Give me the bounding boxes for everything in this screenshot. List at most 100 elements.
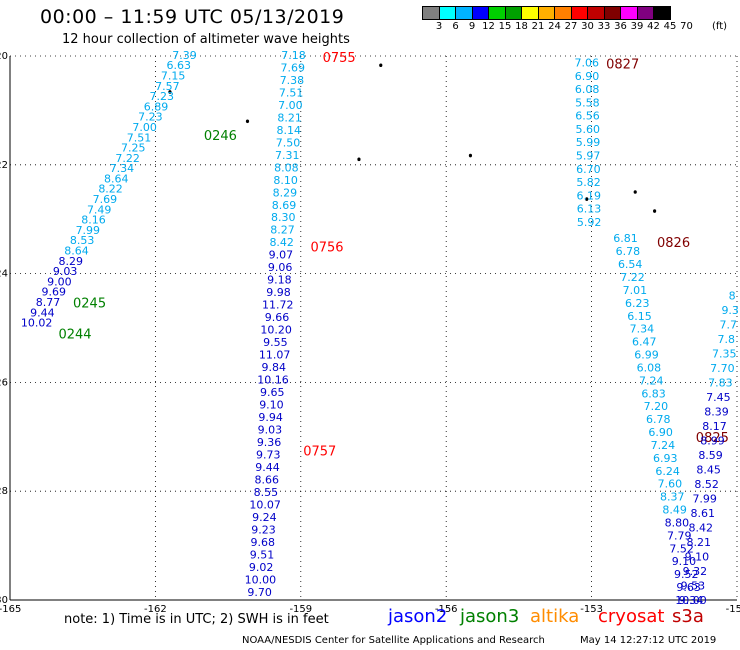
wave-height-value: 7.7 <box>719 318 737 331</box>
wave-height-value: 10.02 <box>21 317 53 330</box>
wave-height-value: 6.90 <box>575 70 600 83</box>
wave-height-value: 9.98 <box>266 286 291 299</box>
wave-height-value: 8.21 <box>277 111 302 124</box>
wave-height-value: 7.49 <box>87 203 112 216</box>
wave-height-value: 9.03 <box>258 424 283 437</box>
wave-height-value: 7.24 <box>651 439 676 452</box>
wave-height-value: 6.70 <box>576 163 601 176</box>
wave-height-value: 9.84 <box>262 361 287 374</box>
wave-height-value: 9.94 <box>258 411 283 424</box>
wave-height-value: 7.99 <box>692 492 717 505</box>
legend-label: 15 <box>498 21 512 32</box>
wave-height-value: 7.69 <box>280 61 305 74</box>
wave-height-value: 9.34 <box>679 594 704 607</box>
footer-timestamp: May 14 12:27:12 UTC 2019 <box>580 635 717 646</box>
wave-height-value: 6.90 <box>648 426 673 439</box>
wave-height-value: 9.65 <box>260 386 285 399</box>
wave-height-value: 6.78 <box>646 413 671 426</box>
wave-height-value: 8.21 <box>687 536 712 549</box>
wave-height-value: 10.16 <box>257 374 289 387</box>
wave-height-value: 9.03 <box>53 265 78 278</box>
wave-height-value: 8.80 <box>665 516 690 529</box>
wave-height-value: 7.23 <box>149 90 174 103</box>
wave-height-value: 7.15 <box>161 70 186 83</box>
wave-height-value: 6.56 <box>575 110 600 123</box>
wave-height-value: 8.64 <box>64 245 89 258</box>
wave-height-value: 9.73 <box>256 448 281 461</box>
color-legend-labels: 3 6 9 12 15 18 21 24 27 30 33 36 39 42 45 70 <box>422 21 740 35</box>
wave-height-value: 7.25 <box>121 142 146 155</box>
wave-height-value: 8.77 <box>36 296 61 309</box>
wave-height-value: 9.00 <box>47 275 72 288</box>
wave-height-value: 7.34 <box>110 162 135 175</box>
wave-height-value: 7.00 <box>132 121 157 134</box>
wave-height-value: 7.00 <box>278 99 303 112</box>
pass-time-label: 0827 <box>606 58 639 73</box>
wave-height-value: 7.39 <box>172 49 197 62</box>
legend-label: 24 <box>548 21 561 32</box>
y-tick-label: -20 <box>0 51 8 62</box>
wave-height-value: 6.63 <box>167 59 192 72</box>
wave-height-value: 9.63 <box>676 581 701 594</box>
wave-height-value: 9.44 <box>30 306 55 319</box>
wave-height-value: 9.32 <box>683 565 708 578</box>
legend-label: 21 <box>531 21 545 32</box>
wave-height-value: 9.53 <box>681 579 706 592</box>
wave-height-value: 6.47 <box>632 336 657 349</box>
wave-height-value: 7.83 <box>708 376 733 389</box>
wave-height-value: 7.70 <box>710 362 735 375</box>
legend-label: 18 <box>515 21 528 32</box>
pass-time-label: 0825 <box>696 431 729 446</box>
x-tick-label: -150 <box>726 604 740 615</box>
pass-time-label: 0756 <box>310 240 343 255</box>
wave-height-value: 7.79 <box>667 529 692 542</box>
wave-height-value: 7.23 <box>138 111 163 124</box>
wave-height-value: 8.52 <box>694 478 719 491</box>
legend-swatch <box>653 6 671 20</box>
wave-height-value: 8.29 <box>273 186 298 199</box>
wave-height-value: 7.34 <box>630 323 655 336</box>
wave-height-value: 6.99 <box>634 349 659 362</box>
wave-height-value: 9.24 <box>252 511 277 524</box>
wave-height-value: 6.15 <box>627 310 652 323</box>
footer-credit: NOAA/NESDIS Center for Satellite Applica… <box>242 635 545 646</box>
wave-height-value: 7.20 <box>644 400 669 413</box>
wave-height-value: 8 <box>729 289 736 302</box>
wave-height-value: 6.54 <box>618 258 643 271</box>
x-tick-label: -153 <box>580 604 603 615</box>
island-marker <box>357 157 361 162</box>
wave-height-value: 8.39 <box>704 405 729 418</box>
wave-height-value: 10.07 <box>249 498 281 511</box>
y-tick-label: -26 <box>0 377 8 388</box>
wave-height-value: 5.92 <box>577 216 602 229</box>
wave-height-value: 9.66 <box>265 311 290 324</box>
wave-height-value: 9.07 <box>269 249 294 262</box>
wave-height-value: 5.58 <box>575 96 600 109</box>
x-tick-label: -159 <box>289 604 312 615</box>
wave-height-value: 7.18 <box>281 49 306 62</box>
wave-height-value: 8.17 <box>702 420 727 433</box>
wave-height-value: 8.27 <box>270 224 295 237</box>
satellite-label: jason3 <box>460 606 520 627</box>
wave-height-value: 8.45 <box>696 463 721 476</box>
x-tick-label: -165 <box>0 604 21 615</box>
wave-height-value: 9.69 <box>41 286 66 299</box>
wave-height-value: 7.22 <box>115 152 140 165</box>
legend-label: 45 <box>663 21 677 32</box>
wave-height-value: 9.18 <box>267 274 292 287</box>
wave-height-value: 9.10 <box>685 550 710 563</box>
x-tick-label: -162 <box>144 604 167 615</box>
wave-height-value: 8.61 <box>690 507 715 520</box>
y-tick-label: -30 <box>0 595 8 606</box>
wave-height-value: 9.44 <box>255 461 280 474</box>
wave-height-value: 8.14 <box>277 124 302 137</box>
y-tick-label: -28 <box>0 486 8 497</box>
wave-height-value: 8.42 <box>689 521 714 534</box>
island-marker <box>653 209 657 213</box>
pass-time-label: 0755 <box>323 51 356 66</box>
wave-height-value: 8.64 <box>104 172 129 185</box>
wave-height-value: 7.35 <box>712 347 737 360</box>
legend-label: 27 <box>564 21 578 32</box>
y-tick-label: -22 <box>0 160 8 171</box>
legend-label: 39 <box>630 21 644 32</box>
